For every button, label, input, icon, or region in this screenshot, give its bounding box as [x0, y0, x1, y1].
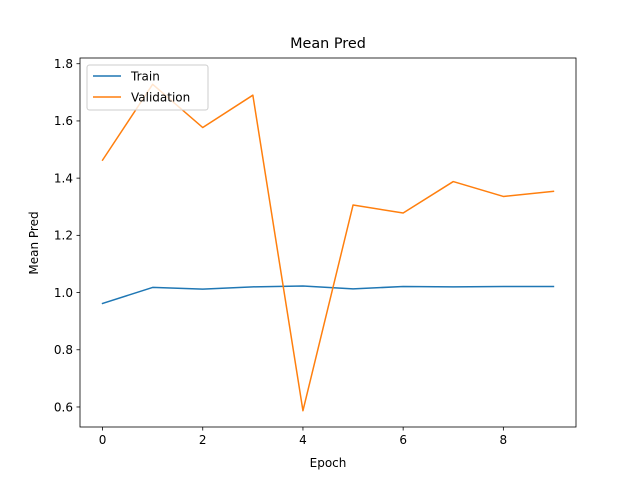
x-axis-label: Epoch: [310, 456, 347, 470]
axes-frame: [79, 57, 577, 428]
series-line-train: [101, 285, 555, 305]
y-tick-label: 1.8: [54, 57, 73, 71]
chart-title: Mean Pred: [290, 36, 366, 52]
x-tick-label: 8: [500, 433, 508, 447]
y-tick-label: 1.6: [54, 114, 73, 128]
x-tick-label: 2: [199, 433, 207, 447]
y-tick-label: 0.6: [54, 400, 73, 414]
x-tick-label: 0: [99, 433, 107, 447]
x-tick-label: 6: [399, 433, 407, 447]
y-tick-label: 1.0: [54, 286, 73, 300]
y-tick-label: 1.2: [54, 229, 73, 243]
plot-area: 0 2 4 6 8 0.6 0.8 1.0 1.2 1.4 1.6 1.8 Train Validatio…: [54, 57, 577, 447]
y-tick-label: 0.8: [54, 343, 73, 357]
y-tick-label: 1.4: [54, 171, 73, 185]
x-tick-label: 4: [299, 433, 307, 447]
y-axis-label: Mean Pred: [27, 211, 41, 274]
legend-label: Validation: [131, 90, 190, 104]
legend-label: Train: [130, 69, 160, 83]
